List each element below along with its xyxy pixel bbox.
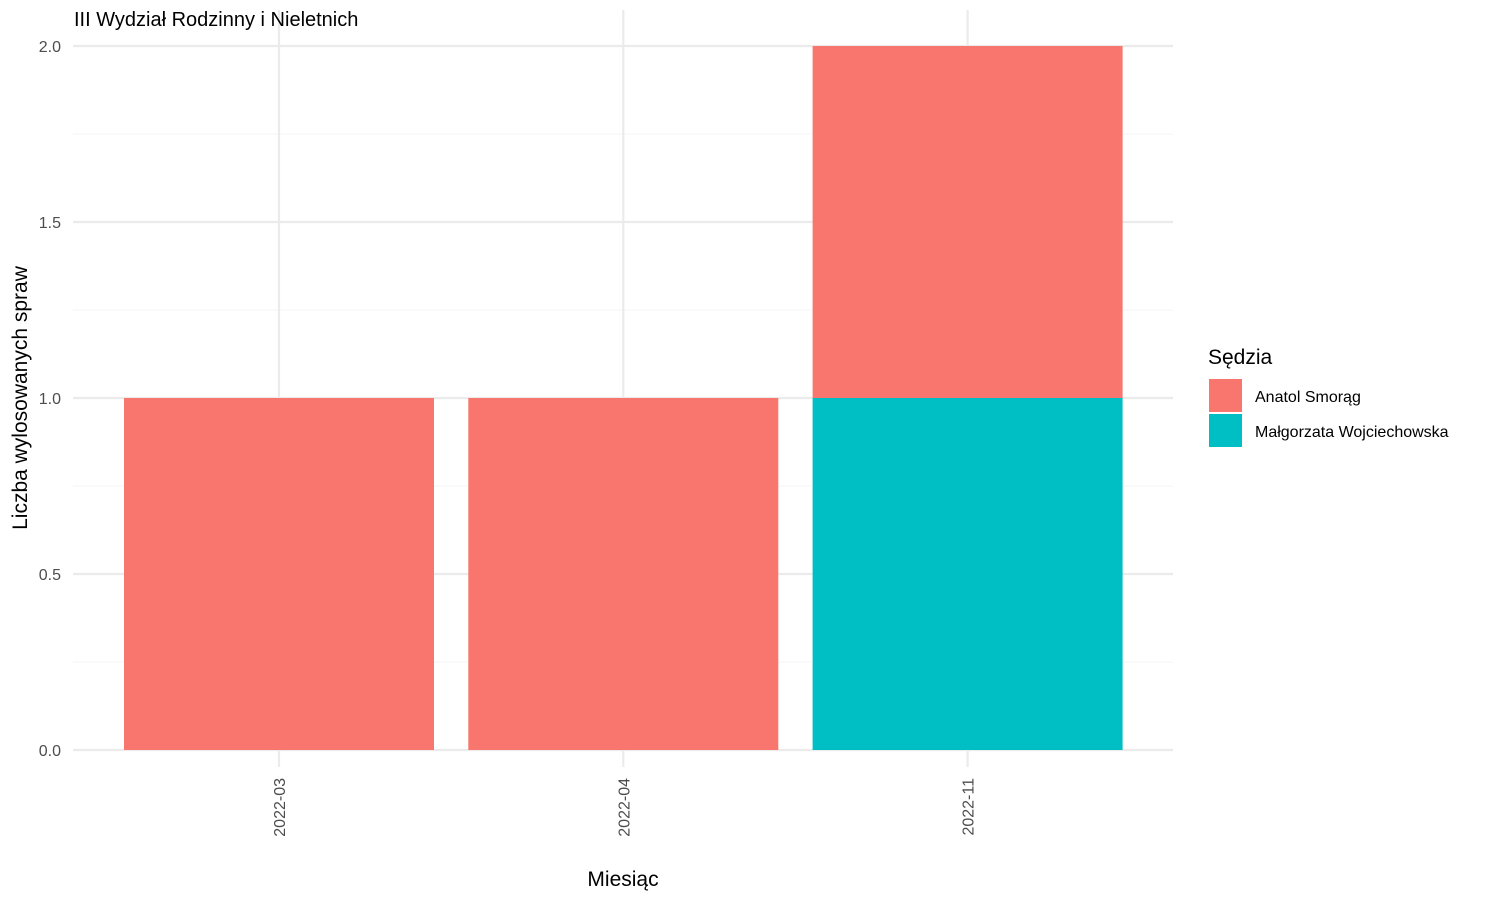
legend-label: Małgorzata Wojciechowska [1255,424,1449,441]
y-axis-title: Liczba wylosowanych spraw [9,265,32,530]
y-axis-ticks: 0.0 0.5 1.0 1.5 2.0 [39,39,61,760]
bar-segment [812,398,1123,750]
bars [124,46,1123,750]
bar-segment [812,46,1123,398]
bar-segment [468,398,779,750]
y-tick-label: 1.0 [39,391,61,408]
legend-label: Anatol Smorąg [1255,389,1361,406]
x-axis-title: Miesiąc [587,868,658,891]
x-tick-label: 2022-04 [616,778,633,837]
x-tick-label: 2022-03 [272,778,289,837]
x-tick-label: 2022-11 [961,778,978,836]
legend-items: Anatol Smorąg Małgorzata Wojciechowska [1209,379,1449,447]
legend-swatch [1209,414,1242,447]
legend-swatch [1209,379,1242,412]
y-tick-label: 1.5 [39,215,61,232]
bar-segment [124,398,434,750]
x-axis-ticks: 2022-03 2022-04 2022-11 [272,778,978,837]
chart-title: III Wydział Rodzinny i Nieletnich [74,9,358,31]
legend-title: Sędzia [1208,346,1273,369]
y-tick-label: 0.0 [39,743,61,760]
legend: Sędzia Anatol Smorąg Małgorzata Wojciecho… [1208,346,1449,447]
y-tick-label: 2.0 [39,39,61,56]
y-tick-label: 0.5 [39,567,61,584]
